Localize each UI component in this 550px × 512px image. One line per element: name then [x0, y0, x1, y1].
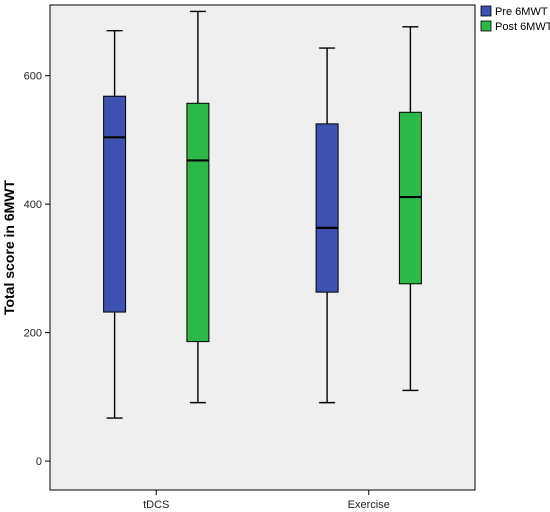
- y-tick-label: 0: [36, 456, 42, 468]
- box-post-6mwt-exercise: [398, 26, 422, 392]
- x-tick-label: tDCS: [143, 499, 169, 511]
- y-axis: 0 200 400 600: [24, 71, 50, 468]
- box-pre-6mwt-tdcs: [103, 29, 127, 419]
- legend: Pre 6MWT Post 6MWT: [480, 5, 550, 33]
- box-post-6mwt-tdcs: [186, 10, 210, 404]
- legend-swatch: [480, 5, 492, 17]
- x-tick-label: Exercise: [348, 499, 390, 511]
- y-tick-label: 600: [24, 71, 42, 83]
- y-tick-label: 200: [24, 328, 42, 340]
- box-pre-6mwt-exercise: [315, 47, 339, 404]
- boxes-layer: [103, 10, 422, 419]
- y-axis-title: Total score in 6MWT: [1, 180, 17, 316]
- iqr-box: [103, 95, 127, 313]
- x-axis: tDCS Exercise: [143, 490, 390, 511]
- y-tick-label: 400: [24, 199, 42, 211]
- legend-swatch: [480, 20, 492, 32]
- legend-label: Pre 6MWT: [495, 6, 548, 18]
- iqr-box: [186, 102, 210, 343]
- legend-label: Post 6MWT: [495, 21, 550, 33]
- iqr-box: [315, 123, 339, 293]
